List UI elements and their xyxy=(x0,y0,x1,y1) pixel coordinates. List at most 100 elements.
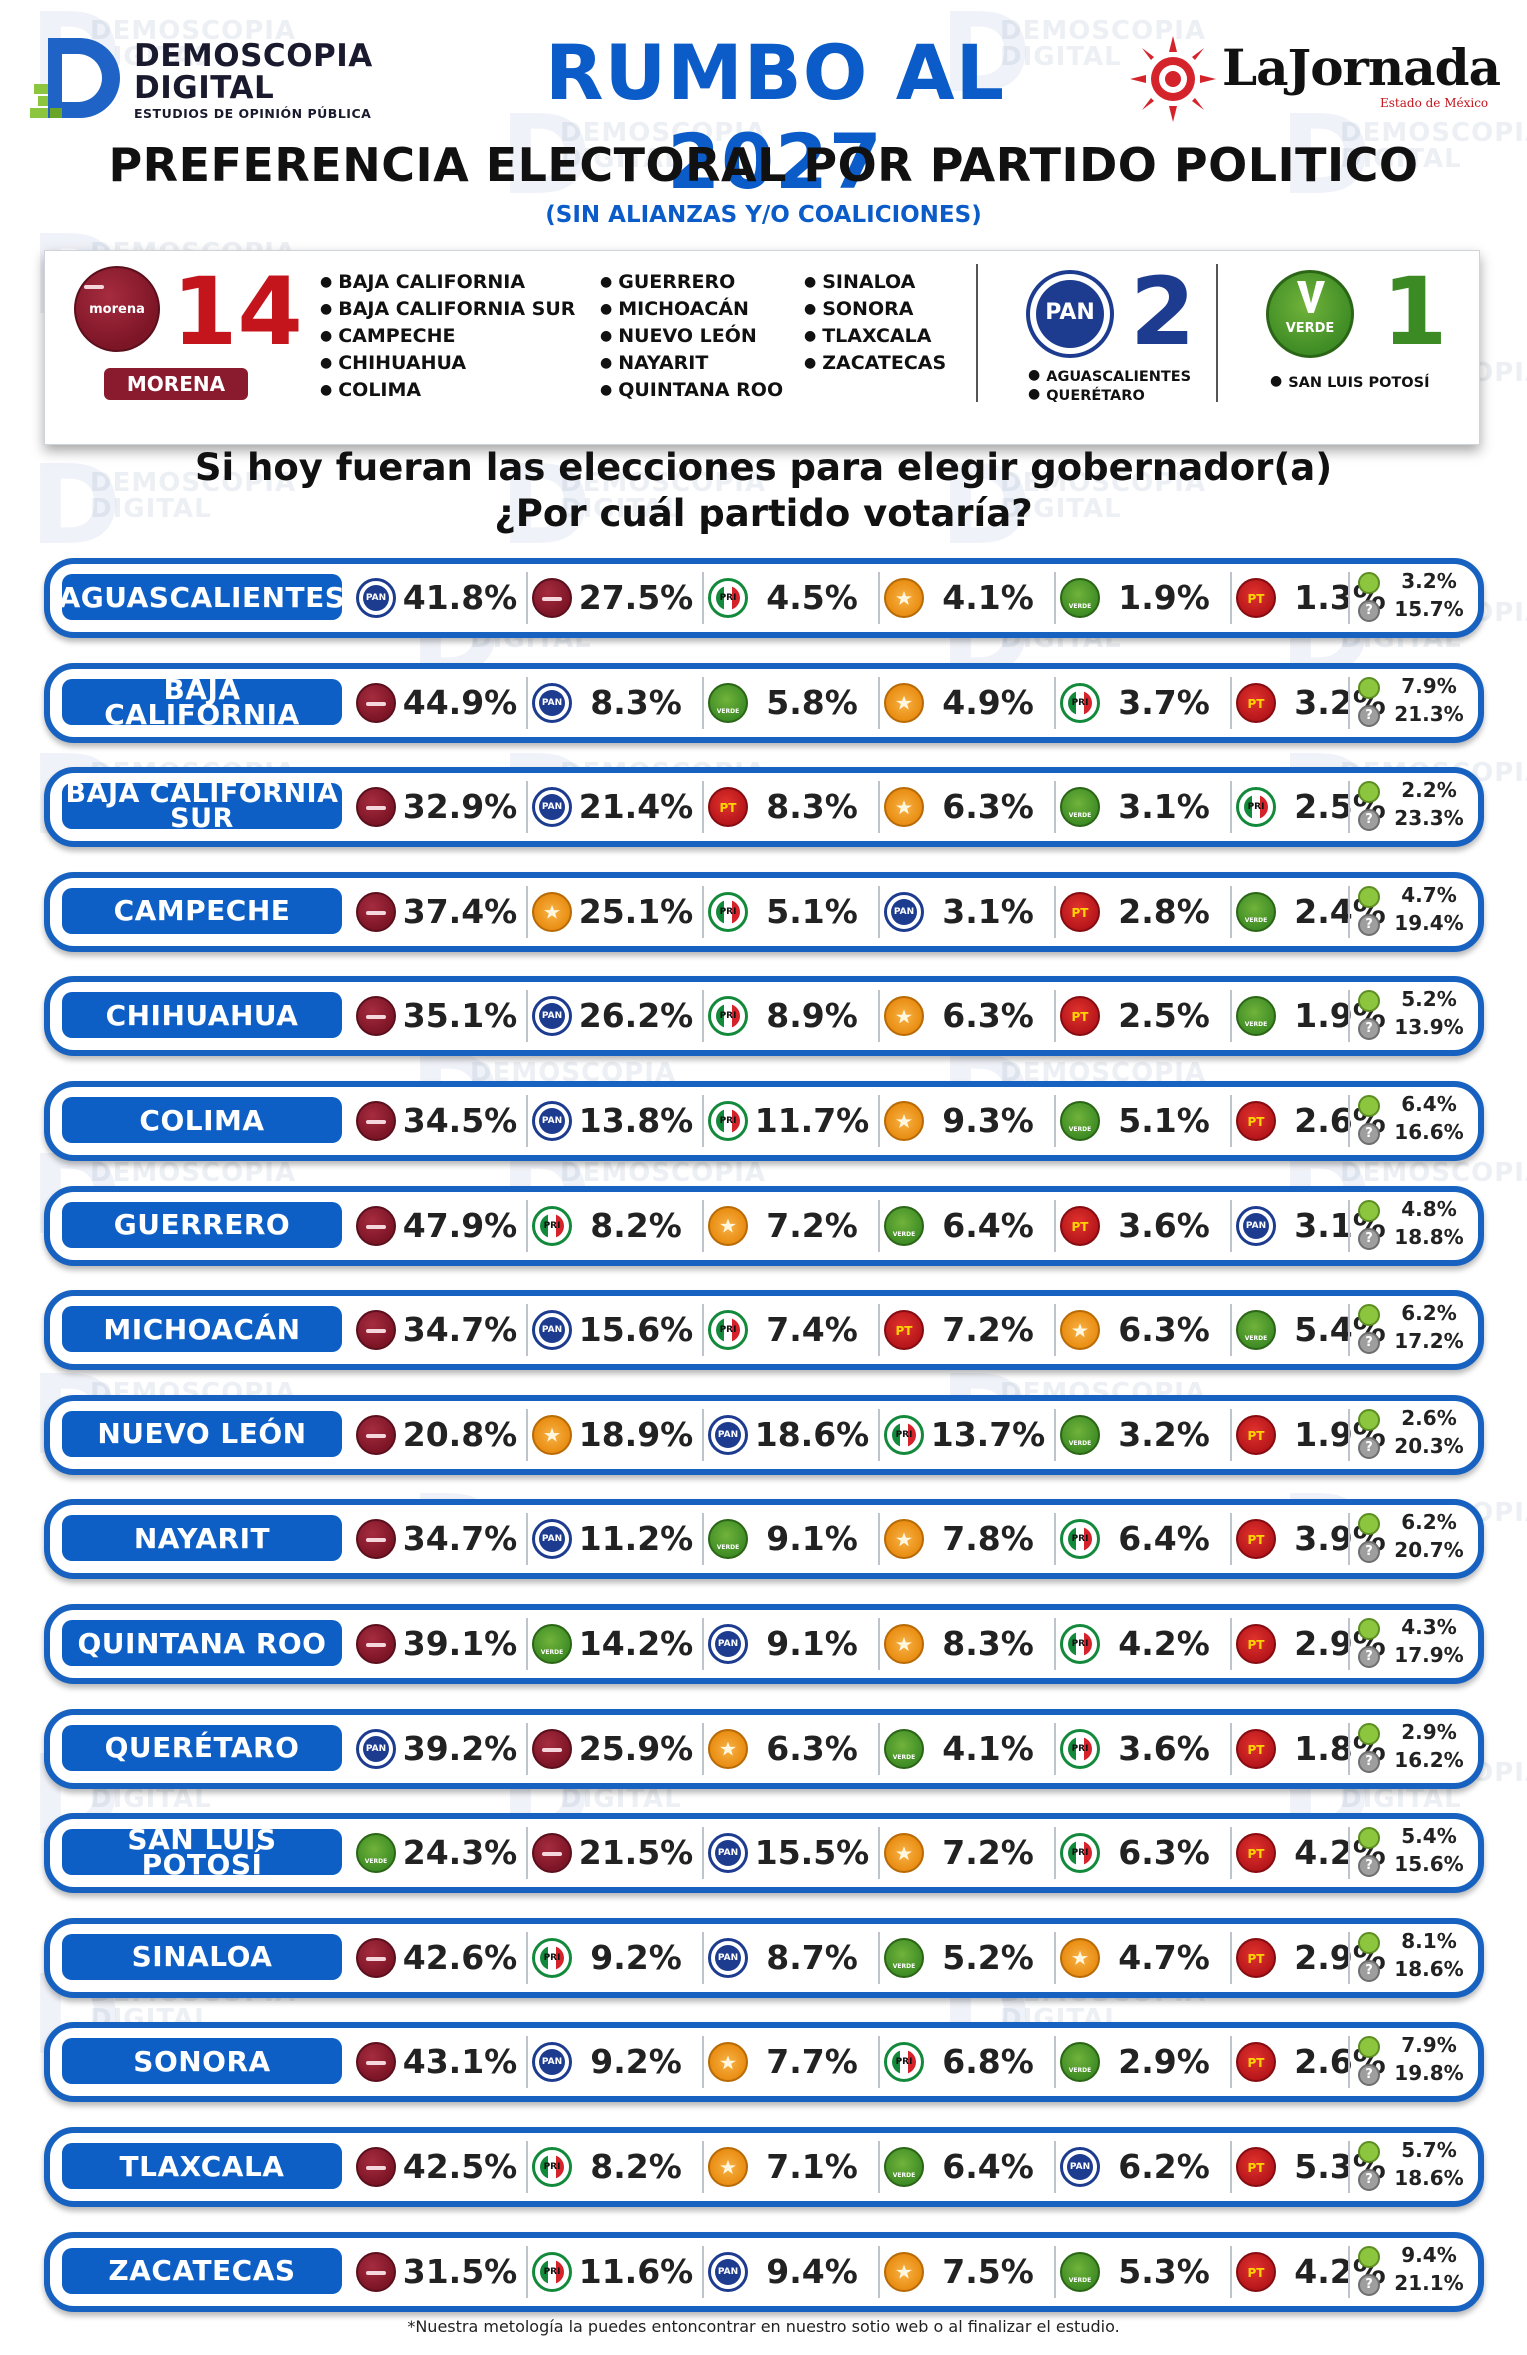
question-icon: ? xyxy=(1358,2273,1380,2296)
pan-logo-icon: PAN xyxy=(1026,270,1114,358)
morena-logo-icon xyxy=(356,1414,396,1455)
party-result: 32.9% xyxy=(350,773,528,841)
state-list-item: GUERRERO xyxy=(600,270,783,297)
no-response-percentage: 6.4% xyxy=(1401,1092,1457,1116)
column-divider xyxy=(1230,1199,1232,1252)
no-response-percentage: 9.4% xyxy=(1401,2242,1457,2267)
party-result: 21.4% xyxy=(526,773,704,841)
vote-percentage: 32.9% xyxy=(402,787,518,827)
prd-logo-icon xyxy=(884,1833,924,1874)
person-icon xyxy=(1358,572,1380,594)
pan-logo-icon xyxy=(532,1519,572,1560)
state-name: AGUASCALIENTES xyxy=(59,574,345,620)
state-name: MICHOACÁN xyxy=(62,1306,342,1353)
column-divider xyxy=(702,2036,704,2089)
undecided-percentage: 16.6% xyxy=(1394,1120,1464,1144)
party-result: 47.9% xyxy=(350,1192,528,1260)
pt-logo-icon xyxy=(1236,578,1276,618)
column-divider xyxy=(526,1513,528,1566)
party-result: 27.5% xyxy=(526,564,704,632)
pt-logo-icon xyxy=(1236,1833,1276,1874)
morena-label: MORENA xyxy=(104,368,248,400)
state-row: SAN LUIS POTOSÍ24.3%21.5%15.5%7.2%6.3%4.… xyxy=(44,1813,1484,1894)
morena-logo-icon xyxy=(356,682,396,723)
pvem-logo-icon xyxy=(1236,1310,1276,1351)
party-result: 5.2% xyxy=(878,1924,1056,1992)
party-result: 9.1% xyxy=(702,1505,880,1573)
morena-logo-icon xyxy=(356,1519,396,1560)
other-responses: 4.7%? 19.4% xyxy=(1352,882,1476,942)
other-responses: 2.6%? 20.3% xyxy=(1352,1405,1476,1465)
vote-percentage: 8.3% xyxy=(590,682,682,722)
morena-logo-icon xyxy=(356,996,396,1037)
person-icon xyxy=(1358,1408,1380,1431)
vote-percentage: 44.9% xyxy=(402,682,518,722)
state-row: AGUASCALIENTES41.8%27.5%4.5%4.1%1.9%1.3%… xyxy=(44,558,1484,638)
column-divider xyxy=(878,1618,880,1670)
state-name: BAJA CALIFORNIA xyxy=(62,675,342,728)
pvem-logo-icon xyxy=(356,1833,396,1874)
column-divider xyxy=(702,676,704,729)
morena-logo-icon xyxy=(356,1101,396,1141)
state-row: CHIHUAHUA35.1%26.2%8.9%6.3%2.5%1.9%5.2%?… xyxy=(44,976,1484,1057)
question-icon: ? xyxy=(1358,809,1380,832)
vote-percentage: 7.7% xyxy=(766,2042,858,2082)
party-result: 21.5% xyxy=(526,1819,704,1887)
vote-percentage: 7.1% xyxy=(766,2147,858,2186)
vote-percentage: 4.7% xyxy=(1118,1937,1210,1977)
vote-percentage: 6.3% xyxy=(766,1728,858,1768)
morena-logo-icon xyxy=(356,1624,396,1664)
column-divider xyxy=(878,2141,880,2193)
summary-divider xyxy=(976,264,978,402)
no-response-percentage: 5.4% xyxy=(1401,1824,1457,1849)
state-name: TLAXCALA xyxy=(62,2143,342,2189)
vote-percentage: 9.4% xyxy=(766,2251,858,2291)
vote-percentage: 8.7% xyxy=(766,1937,858,1977)
column-divider xyxy=(1054,885,1056,938)
question-icon: ? xyxy=(1358,1646,1380,1668)
other-responses: 7.9%? 21.3% xyxy=(1352,673,1476,733)
undecided-percentage: 17.2% xyxy=(1394,1329,1464,1354)
party-result: 7.2% xyxy=(702,1192,880,1260)
state-name: SINALOA xyxy=(62,1933,342,1980)
column-divider xyxy=(702,1513,704,1566)
column-divider xyxy=(1054,1199,1056,1252)
column-divider xyxy=(1348,1618,1350,1670)
state-list-item: NUEVO LEÓN xyxy=(600,324,783,351)
column-divider xyxy=(1230,885,1232,938)
vote-percentage: 3.6% xyxy=(1118,1728,1210,1768)
no-response-percentage: 7.9% xyxy=(1401,673,1457,698)
party-result: 8.7% xyxy=(702,1924,880,1992)
party-result: 7.2% xyxy=(878,1819,1056,1887)
column-divider xyxy=(702,2245,704,2298)
party-result: 6.3% xyxy=(878,773,1056,841)
party-result: 11.2% xyxy=(526,1505,704,1573)
party-result: 3.2% xyxy=(1054,1401,1232,1469)
person-icon xyxy=(1358,2141,1380,2163)
state-row: TLAXCALA42.5%8.2%7.1%6.4%6.2%5.3%5.7%?18… xyxy=(44,2127,1484,2207)
column-divider xyxy=(1054,572,1056,624)
state-name: ZACATECAS xyxy=(62,2247,342,2294)
column-divider xyxy=(878,572,880,624)
vote-percentage: 6.4% xyxy=(942,1205,1034,1245)
party-result: 4.1% xyxy=(878,564,1056,632)
state-list-item: AGUASCALIENTES xyxy=(1028,368,1191,387)
morena-logo-icon xyxy=(356,2147,396,2187)
vote-percentage: 6.3% xyxy=(942,787,1034,827)
party-result: 7.8% xyxy=(878,1505,1056,1573)
state-name: QUERÉTARO xyxy=(62,1724,342,1771)
pvem-logo-icon xyxy=(884,1728,924,1769)
question-line-1: Si hoy fueran las elecciones para elegir… xyxy=(194,446,1333,489)
no-response-percentage: 2.2% xyxy=(1401,778,1457,803)
pt-logo-icon xyxy=(1060,1205,1100,1246)
other-responses: 8.1%? 18.6% xyxy=(1352,1928,1476,1988)
state-list-item: CHIHUAHUA xyxy=(320,351,575,378)
pri-logo-icon xyxy=(708,996,748,1037)
pri-logo-icon xyxy=(1060,1624,1100,1664)
pan-logo-icon xyxy=(1236,1205,1276,1246)
state-list-item: QUERÉTARO xyxy=(1028,387,1191,406)
other-responses: 2.2%? 23.3% xyxy=(1352,777,1476,837)
party-result: 7.4% xyxy=(702,1296,880,1364)
question-icon: ? xyxy=(1358,600,1380,622)
no-response-percentage: 8.1% xyxy=(1401,1928,1457,1953)
